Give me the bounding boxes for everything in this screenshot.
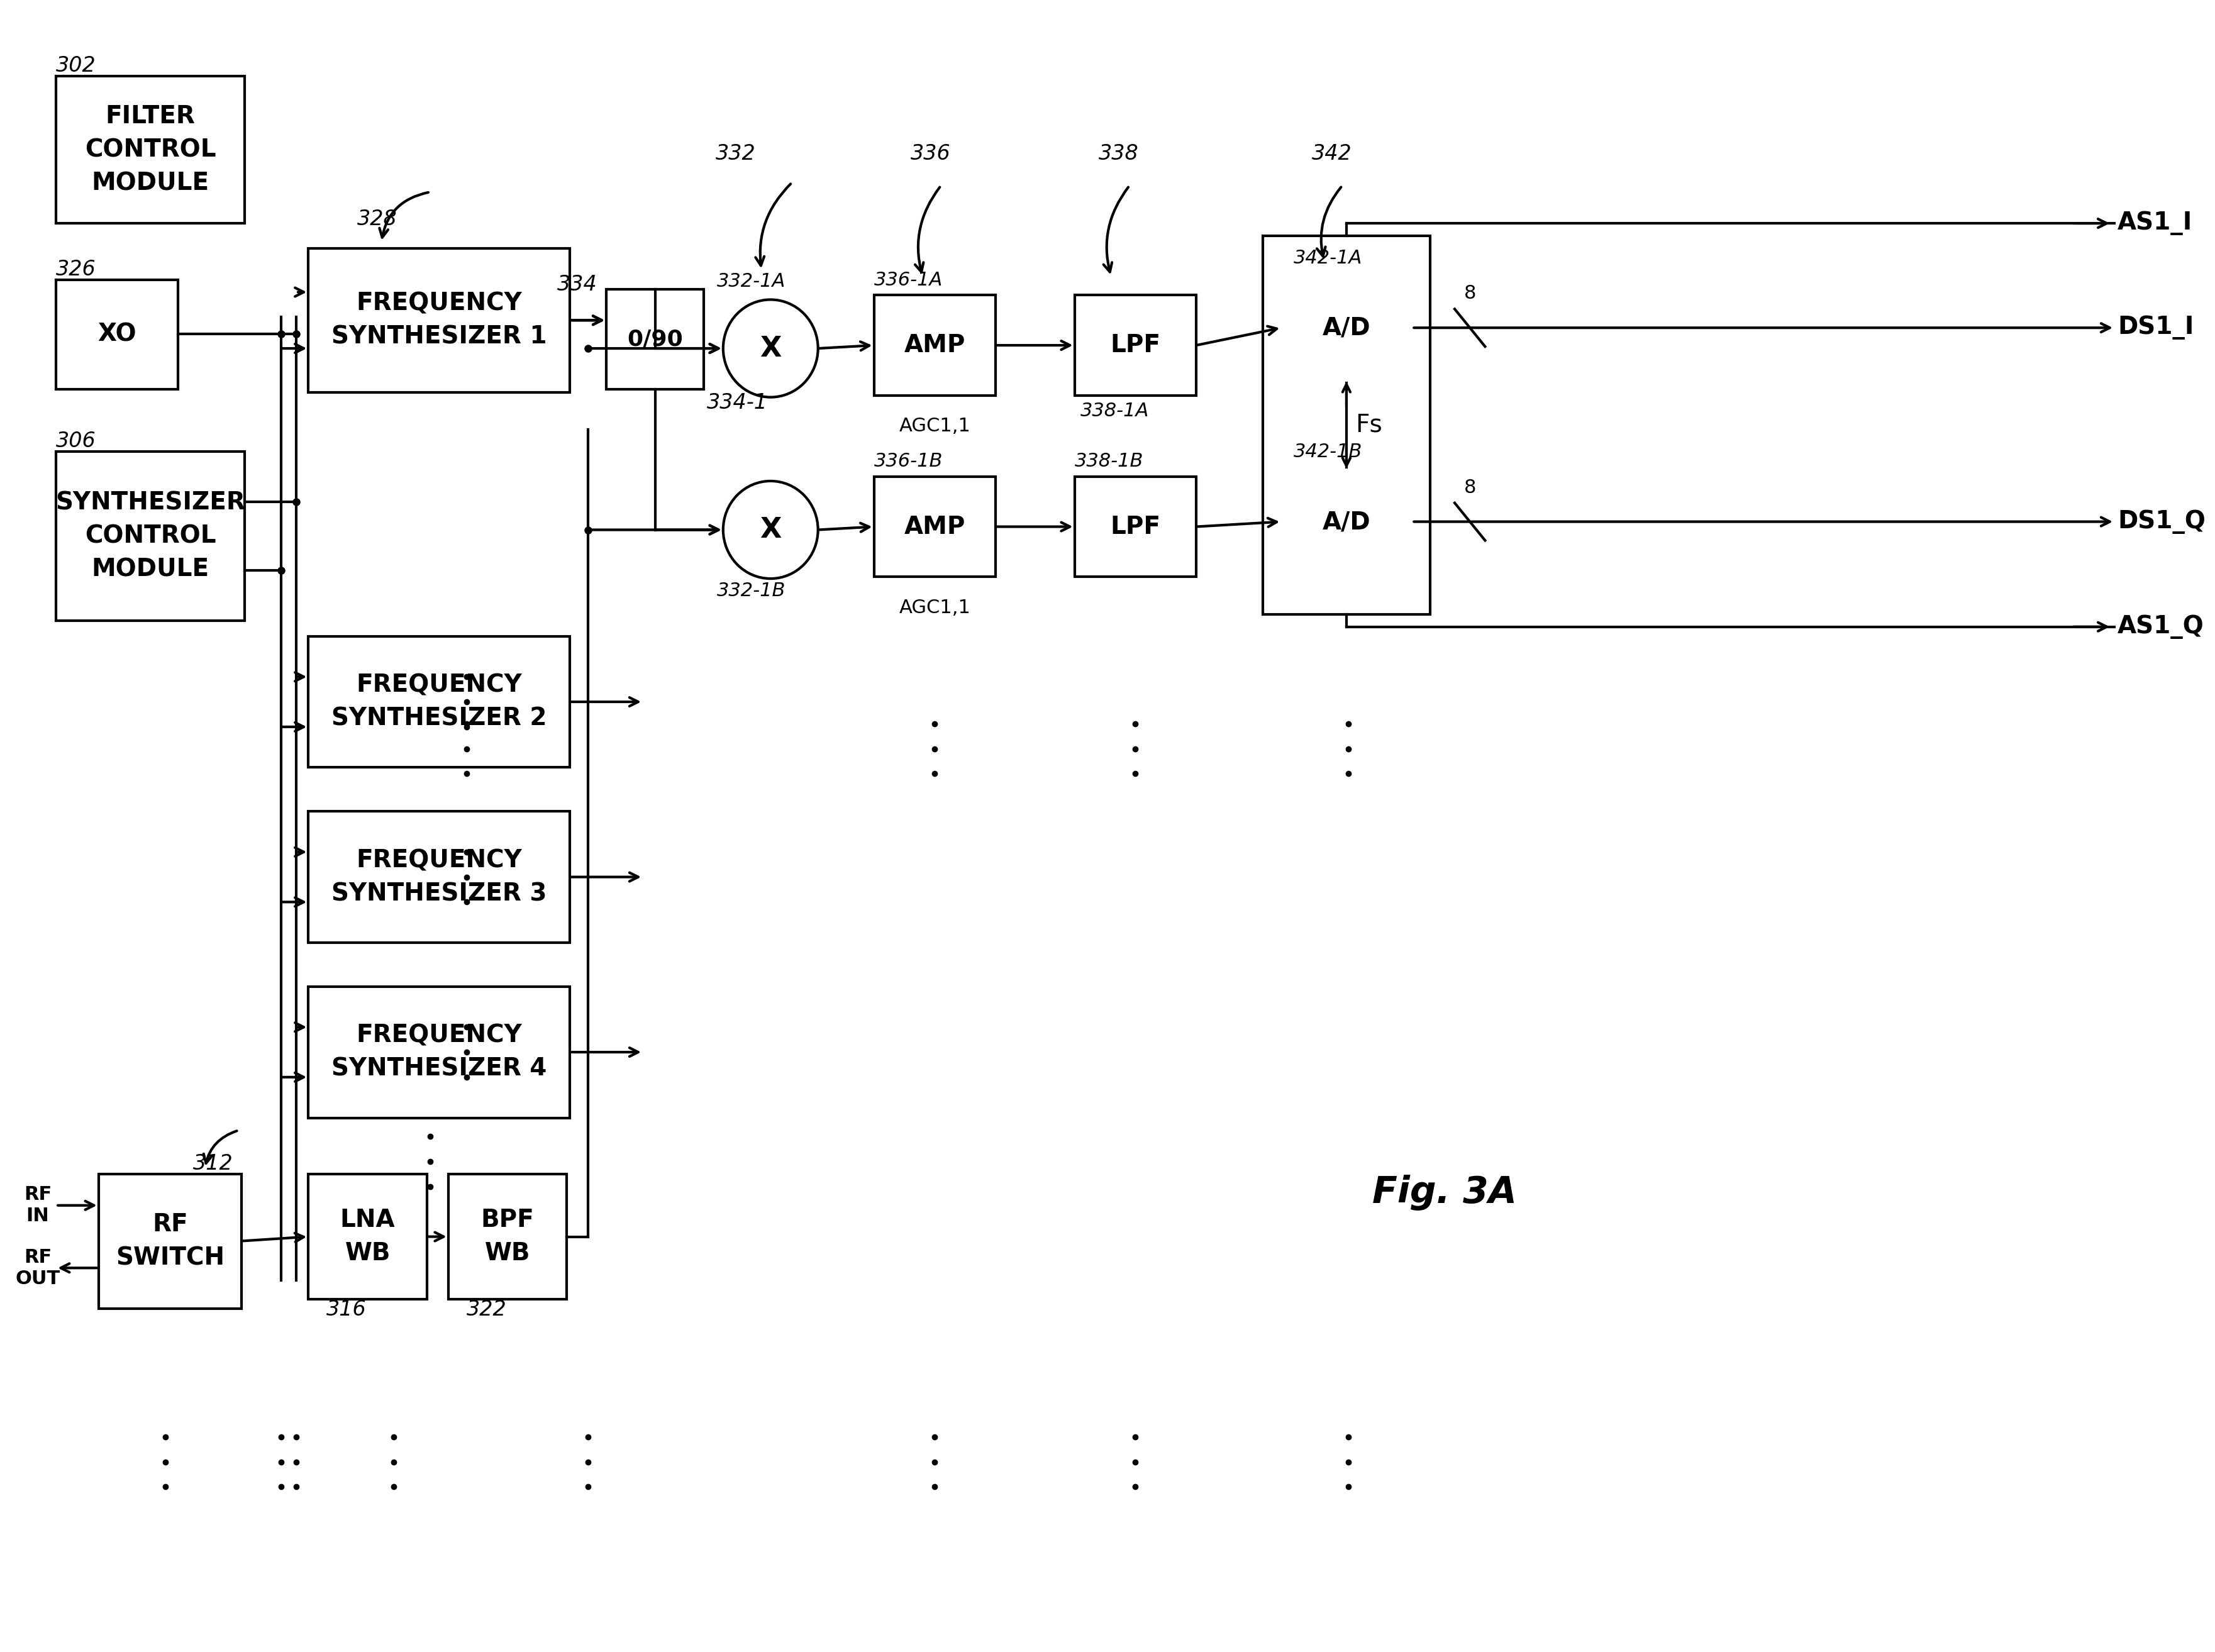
Text: AGC1,1: AGC1,1: [899, 418, 970, 436]
Text: DS1_I: DS1_I: [2118, 316, 2193, 340]
Text: LPF: LPF: [1110, 515, 1161, 539]
Text: RF
SWITCH: RF SWITCH: [115, 1213, 224, 1270]
Text: 312: 312: [193, 1153, 233, 1175]
Text: XO: XO: [97, 322, 135, 347]
Text: 342-1A: 342-1A: [1294, 249, 1362, 268]
Text: 322: 322: [467, 1298, 507, 1320]
Text: FREQUENCY
SYNTHESIZER 2: FREQUENCY SYNTHESIZER 2: [332, 674, 547, 730]
Bar: [100, 1175, 241, 1308]
Text: 332-1B: 332-1B: [718, 582, 786, 600]
Text: 316: 316: [326, 1298, 368, 1320]
Text: AMP: AMP: [904, 515, 966, 539]
Bar: [55, 451, 244, 621]
Text: Fs: Fs: [1356, 413, 1382, 436]
Text: FREQUENCY
SYNTHESIZER 3: FREQUENCY SYNTHESIZER 3: [332, 849, 547, 905]
Bar: [55, 279, 177, 390]
Text: 0/90: 0/90: [627, 329, 682, 350]
Text: RF
OUT: RF OUT: [16, 1249, 60, 1287]
Text: 306: 306: [55, 431, 95, 451]
Text: 342: 342: [1311, 144, 1351, 164]
Text: 302: 302: [55, 56, 95, 76]
Bar: [308, 986, 569, 1118]
Bar: [308, 811, 569, 943]
Text: 338-1B: 338-1B: [1074, 453, 1143, 471]
Text: LNA
WB: LNA WB: [341, 1208, 394, 1265]
Bar: [1263, 236, 1431, 615]
Bar: [308, 636, 569, 768]
Text: X: X: [760, 517, 782, 544]
Text: SYNTHESIZER
CONTROL
MODULE: SYNTHESIZER CONTROL MODULE: [55, 491, 246, 582]
Bar: [873, 477, 995, 577]
Text: 332: 332: [715, 144, 755, 164]
Text: FREQUENCY
SYNTHESIZER 1: FREQUENCY SYNTHESIZER 1: [332, 292, 547, 349]
Bar: [308, 248, 569, 392]
Text: AS1_Q: AS1_Q: [2118, 615, 2204, 639]
Text: 336: 336: [910, 144, 950, 164]
Text: 332-1A: 332-1A: [718, 273, 786, 291]
Text: FREQUENCY
SYNTHESIZER 4: FREQUENCY SYNTHESIZER 4: [332, 1024, 547, 1080]
Bar: [1280, 273, 1411, 383]
Bar: [1074, 477, 1196, 577]
Text: 336-1A: 336-1A: [873, 271, 941, 289]
Text: 342-1B: 342-1B: [1294, 443, 1362, 461]
Text: 338-1A: 338-1A: [1081, 401, 1150, 420]
Text: 8: 8: [1464, 479, 1475, 497]
Text: 336-1B: 336-1B: [873, 453, 941, 471]
Text: X: X: [760, 335, 782, 362]
Text: 328: 328: [357, 208, 396, 230]
Text: RF
IN: RF IN: [24, 1186, 51, 1226]
Text: BPF
WB: BPF WB: [481, 1208, 534, 1265]
Text: AGC1,1: AGC1,1: [899, 598, 970, 616]
Text: AS1_I: AS1_I: [2118, 211, 2193, 235]
Bar: [1280, 468, 1411, 577]
Bar: [1074, 296, 1196, 395]
Text: A/D: A/D: [1322, 316, 1371, 340]
Text: 334: 334: [556, 274, 598, 296]
Bar: [447, 1175, 567, 1298]
Text: A/D: A/D: [1322, 510, 1371, 534]
Text: DS1_Q: DS1_Q: [2118, 509, 2204, 534]
Text: 8: 8: [1464, 284, 1475, 302]
Text: 334-1: 334-1: [707, 392, 769, 413]
Bar: [607, 289, 704, 390]
Text: AMP: AMP: [904, 334, 966, 357]
Text: 326: 326: [55, 259, 95, 279]
Text: FILTER
CONTROL
MODULE: FILTER CONTROL MODULE: [84, 104, 215, 195]
Bar: [55, 76, 244, 223]
Text: Fig. 3A: Fig. 3A: [1373, 1175, 1517, 1211]
Bar: [308, 1175, 427, 1298]
Text: LPF: LPF: [1110, 334, 1161, 357]
Text: 338: 338: [1099, 144, 1139, 164]
Bar: [873, 296, 995, 395]
